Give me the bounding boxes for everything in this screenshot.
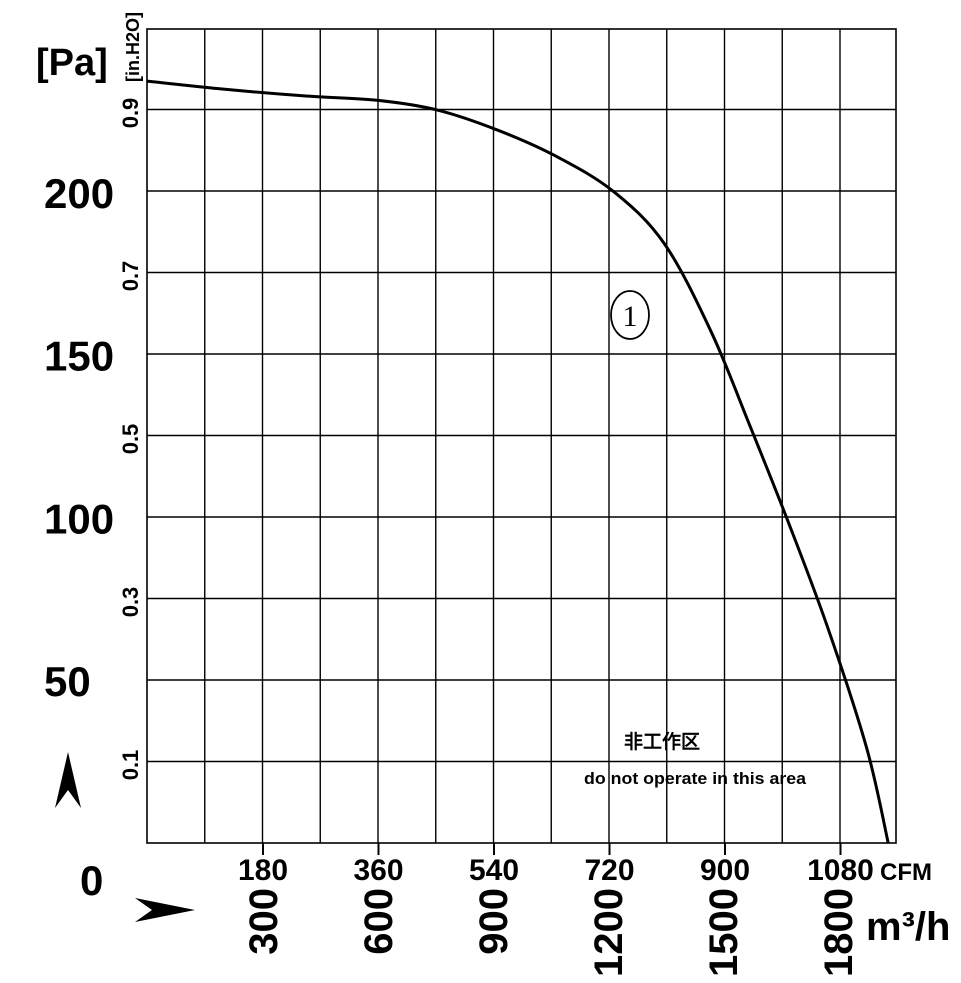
x-tick-m3h-1500: 1500: [702, 888, 746, 977]
x-tick-m3h-1200: 1200: [587, 888, 631, 977]
x-tick-cfm-1080: 1080: [807, 854, 874, 887]
x-tick-m3h-900: 900: [472, 888, 516, 955]
y-tick-inh2o-0.5: 0.5: [118, 424, 143, 455]
x-tick-m3h-1800: 1800: [817, 888, 861, 977]
y-tick-pa-150: 150: [44, 333, 114, 380]
x-tick-m3h-300: 300: [242, 888, 286, 955]
x-axis-cfm-ticks: 180 360 540 720 900 1080: [238, 843, 874, 887]
y-tick-pa-100: 100: [44, 495, 114, 542]
y-tick-inh2o-0.9: 0.9: [118, 98, 143, 129]
x-axis-unit-cfm: CFM: [880, 859, 932, 886]
chart-grid: [146, 28, 897, 844]
svg-text:1: 1: [623, 300, 638, 333]
origin-label: 0: [80, 857, 103, 904]
no-operate-label-en: do not operate in this area: [584, 769, 807, 788]
x-tick-cfm-540: 540: [469, 854, 519, 887]
y-axis-unit-inh2o: [in.H2O]: [123, 12, 143, 82]
x-tick-cfm-360: 360: [353, 854, 403, 887]
y-tick-inh2o-0.1: 0.1: [118, 750, 143, 781]
x-axis-m3h-ticks: 300 600 900 1200 1500 1800: [242, 888, 861, 977]
no-operate-label-cn: 非工作区: [624, 730, 700, 753]
up-arrow-icon: [55, 752, 81, 808]
right-arrow-icon: [135, 898, 195, 922]
y-tick-inh2o-0.7: 0.7: [118, 261, 143, 292]
x-axis-unit-m3h: m³/h: [866, 905, 950, 949]
y-tick-inh2o-0.3: 0.3: [118, 587, 143, 618]
y-axis-unit-pa: [Pa]: [36, 42, 108, 84]
x-tick-cfm-900: 900: [700, 854, 750, 887]
y-axis-pa-ticks: 50 100 150 200: [44, 170, 114, 705]
x-tick-cfm-180: 180: [238, 854, 288, 887]
curve-label-1: 1: [610, 290, 650, 340]
y-axis-inh2o-ticks: 0.1 0.3 0.5 0.7 0.9: [118, 98, 143, 781]
x-tick-m3h-600: 600: [357, 888, 401, 955]
curve-layer: 1: [146, 79, 890, 844]
y-tick-pa-200: 200: [44, 170, 114, 217]
y-tick-pa-50: 50: [44, 658, 91, 705]
performance-curve-1: [146, 79, 890, 844]
x-tick-cfm-720: 720: [584, 854, 634, 887]
